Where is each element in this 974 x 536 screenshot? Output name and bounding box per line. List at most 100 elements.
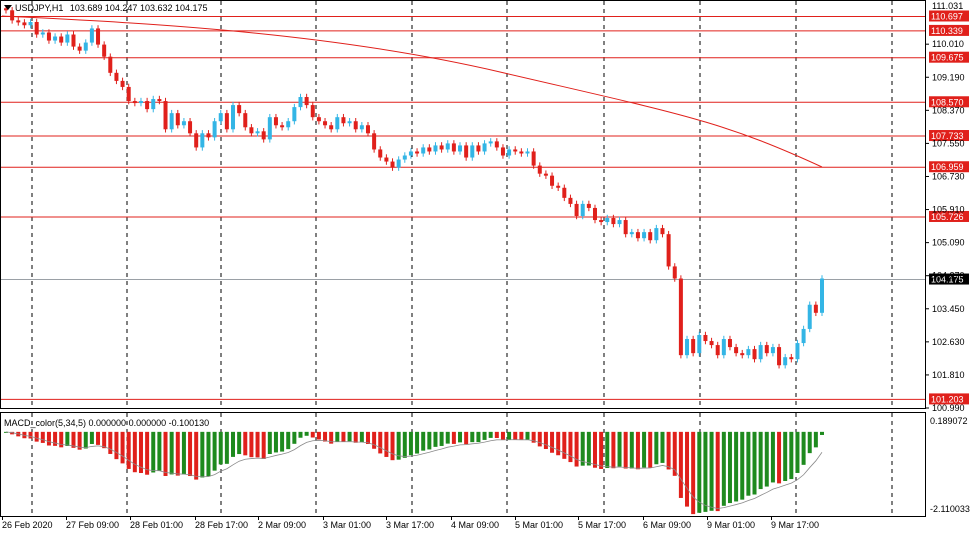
- candle-body: [445, 143, 450, 150]
- macd-bar: [71, 431, 76, 448]
- macd-bar: [507, 431, 512, 440]
- macd-bar: [642, 431, 647, 468]
- candle-body: [562, 187, 567, 198]
- time-axis[interactable]: 26 Feb 2020 27 Feb 09:00 28 Feb 01:00 28 Fe…: [2, 516, 819, 530]
- candle-body: [672, 266, 677, 279]
- macd-bar: [126, 431, 131, 469]
- candle-body: [163, 101, 168, 130]
- macd-bar: [145, 431, 150, 475]
- candle-body: [10, 10, 15, 21]
- candle-body: [175, 113, 180, 126]
- macd-bar: [359, 431, 364, 443]
- level-label: 108.570: [931, 97, 964, 107]
- macd-bar: [28, 431, 33, 439]
- macd-bar: [740, 431, 745, 500]
- candle-body: [470, 145, 475, 158]
- candle-body: [685, 339, 690, 356]
- macd-bar: [525, 431, 530, 440]
- candle-body: [678, 278, 683, 356]
- macd-bar: [341, 431, 346, 442]
- price-tick-label: 102.630: [932, 337, 965, 347]
- macd-bar: [623, 431, 628, 469]
- price-axis[interactable]: 110.010 109.190 108.370 107.550 106.730 105.9…: [925, 1, 965, 413]
- macd-bar: [635, 431, 640, 470]
- candle-body: [727, 339, 732, 348]
- macd-bar: [672, 431, 677, 476]
- candle-body: [777, 347, 782, 366]
- macd-bar: [599, 431, 604, 469]
- candle-body: [353, 121, 358, 130]
- price-tick-label: 110.010: [932, 39, 964, 49]
- level-label-box: [929, 210, 969, 222]
- candle-body: [218, 113, 223, 122]
- macd-bar: [249, 431, 254, 458]
- macd-bar: [292, 431, 297, 444]
- candles[interactable]: [4, 5, 824, 369]
- candle-body: [801, 328, 806, 344]
- time-tick-label: 3 Mar 01:00: [323, 520, 371, 530]
- level-lines[interactable]: 110.697 110.339 109.675 108.570 107.733 106.9…: [1, 10, 969, 405]
- candle-body: [206, 133, 211, 138]
- candle-body: [145, 101, 150, 110]
- macd-bar: [427, 431, 432, 450]
- macd-bar: [464, 431, 469, 445]
- candle-body: [543, 173, 548, 176]
- candle-body: [341, 117, 346, 124]
- candle-body: [96, 28, 101, 45]
- macd-bar: [138, 431, 143, 474]
- macd-bar: [513, 431, 518, 440]
- macd-bar: [273, 431, 278, 453]
- candle-body: [77, 46, 82, 51]
- candle-body: [789, 357, 794, 360]
- macd-bar: [46, 431, 51, 446]
- macd-bar: [727, 431, 732, 504]
- candle-body: [525, 151, 530, 154]
- macd-bar: [660, 431, 665, 463]
- macd-bar: [820, 431, 824, 435]
- time-tick-label: 28 Feb 01:00: [130, 520, 183, 530]
- main-pane-frame: [0, 0, 926, 409]
- candle-body: [292, 107, 297, 122]
- macd-bar: [286, 431, 291, 450]
- price-tick-label: 109.190: [932, 72, 965, 82]
- candle-body: [764, 345, 769, 354]
- macd-bar: [574, 431, 579, 467]
- candle-body: [752, 349, 757, 360]
- macd-bar: [586, 431, 591, 466]
- macd-bar: [550, 431, 555, 453]
- chevron-down-icon[interactable]: [4, 5, 12, 10]
- candle-body: [231, 105, 236, 130]
- level-label: 110.339: [931, 26, 963, 36]
- macd-bar: [212, 431, 217, 471]
- candle-body: [126, 86, 131, 102]
- candle-body: [108, 56, 113, 73]
- candle-body: [304, 97, 309, 106]
- macd-bar: [685, 431, 690, 507]
- current-price-box: [929, 273, 969, 285]
- candle-body: [617, 220, 622, 225]
- candle-body: [402, 155, 407, 160]
- candle-body: [71, 34, 76, 47]
- candle-body: [249, 127, 254, 134]
- macd-bar: [347, 431, 352, 442]
- chart-header[interactable]: USDJPY,H1 103.689 104.247 103.632 104.17…: [4, 3, 208, 13]
- candle-body: [574, 203, 579, 217]
- macd-bar: [151, 431, 156, 473]
- macd-bar: [224, 431, 229, 464]
- macd-axis: 0.189072 -2.110033: [930, 416, 970, 514]
- macd-bar: [537, 431, 542, 447]
- macd-bar: [396, 431, 401, 460]
- time-tick-label: 9 Mar 01:00: [707, 520, 755, 530]
- macd-bar: [752, 431, 757, 495]
- macd-bar: [132, 431, 137, 473]
- time-tick-label: 28 Feb 17:00: [195, 520, 248, 530]
- level-label-box: [929, 51, 969, 63]
- candle-body: [53, 36, 58, 41]
- candle-body: [390, 161, 395, 168]
- macd-header: MACD_color(5,34,5) 0.000000 0.000000 -0.…: [4, 418, 210, 428]
- price-tick-label: 106.730: [932, 171, 965, 181]
- macd-bar: [120, 431, 125, 464]
- macd-bar: [4, 431, 8, 433]
- macd-bar: [218, 431, 223, 465]
